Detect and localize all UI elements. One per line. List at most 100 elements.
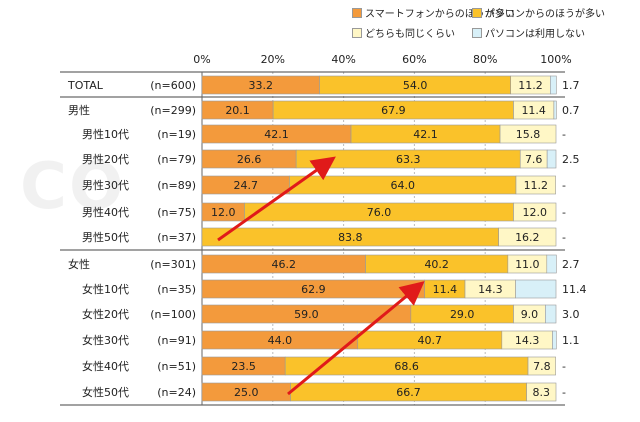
row-sample-size: (n=91) [157,334,196,347]
data-label: - [562,231,566,244]
data-label: 12.0 [523,206,548,219]
bar-segment [526,382,557,402]
legend-label-no-pc: パソコンは利用しない [485,29,585,40]
row-sample-size: (n=75) [157,206,196,219]
data-label: 59.0 [294,308,319,321]
x-tick-label: 20% [261,53,285,66]
data-label: - [562,128,566,141]
trend-arrow-male [217,156,336,242]
data-label: 76.0 [367,206,392,219]
data-label: 26.6 [237,153,262,166]
bar-segment [498,227,557,247]
data-label: 33.2 [249,79,274,92]
data-label: 14.3 [515,334,540,347]
legend-item-pc: パソコンからのほうが多い [472,5,605,20]
data-label: 11.4 [433,283,458,296]
data-label: 68.6 [394,360,419,373]
row-sample-size: (n=89) [157,179,196,192]
row-label: 男性50代 [82,230,129,244]
x-tick-label: 60% [402,53,426,66]
row-label: 女性10代 [82,282,129,296]
data-label: 14.3 [478,283,503,296]
row-sample-size: (n=299) [150,104,196,117]
data-label: 29.0 [450,308,475,321]
bar-segment [550,75,557,95]
data-label: 7.6 [525,153,543,166]
data-label: 11.4 [521,104,546,117]
data-label: 2.5 [562,153,580,166]
data-label: 7.8 [533,360,551,373]
legend-item-same: どちらも同じくらい [352,25,455,40]
legend-swatch-same [352,28,362,38]
data-label: 3.0 [562,308,580,321]
data-label: 11.2 [518,79,543,92]
data-label: 1.1 [562,334,580,347]
data-label: 20.1 [225,104,250,117]
row-label: 女性 [68,257,90,271]
bar-segment [527,356,556,376]
row-label: 女性50代 [82,385,129,399]
data-label: 12.0 [211,206,236,219]
data-label: 64.0 [390,179,415,192]
bar-segment [513,202,557,222]
row-label: 男性20代 [82,152,129,166]
row-label: 男性10代 [82,127,129,141]
data-label: 15.8 [516,128,541,141]
row-sample-size: (n=37) [157,231,196,244]
data-label: 11.4 [562,283,587,296]
row-sample-size: (n=35) [157,283,196,296]
data-label: 8.3 [533,386,551,399]
data-label: 9.0 [521,308,539,321]
row-label: 女性20代 [82,307,129,321]
watermark: CO [20,150,126,224]
legend-label-same: どちらも同じくらい [365,29,455,40]
data-label: 46.2 [272,258,297,271]
data-label: 1.7 [562,79,580,92]
data-label: 2.7 [562,258,580,271]
data-label: 62.9 [301,283,326,296]
x-tick-label: 100% [540,53,571,66]
legend-swatch-no-pc [472,28,482,38]
row-sample-size: (n=19) [157,128,196,141]
row-label: 女性40代 [82,359,129,373]
x-tick-label: 40% [331,53,355,66]
bar-segment [553,100,557,120]
data-label: 11.0 [515,258,540,271]
data-label: 16.2 [515,231,540,244]
data-label: - [562,206,566,219]
data-label: 25.0 [234,386,259,399]
data-label: 40.2 [424,258,449,271]
legend-item-smartphone: スマートフォンからのほうが多い [352,5,515,20]
row-label: 女性30代 [82,333,129,347]
bar-segment [552,330,557,350]
row-sample-size: (n=301) [150,258,196,271]
legend-label-smartphone: スマートフォンからのほうが多い [365,9,515,20]
row-sample-size: (n=600) [150,79,196,92]
data-label: 11.2 [524,179,549,192]
bar-segment [545,304,557,324]
data-label: 67.9 [381,104,406,117]
bar-segment [546,149,557,169]
data-label: - [562,179,566,192]
legend-swatch-smartphone [352,8,362,18]
data-label: 44.0 [268,334,293,347]
legend-swatch-pc [472,8,482,18]
legend-item-no-pc: パソコンは利用しない [472,25,585,40]
data-label: 0.7 [562,104,580,117]
row-sample-size: (n=24) [157,386,196,399]
data-label: 54.0 [403,79,428,92]
x-tick-label: 80% [473,53,497,66]
data-label: 23.5 [231,360,256,373]
row-label: TOTAL [67,79,104,92]
x-tick-label: 0% [193,53,210,66]
data-label: - [562,360,566,373]
bar-segment [515,175,556,195]
data-label: - [562,386,566,399]
row-sample-size: (n=100) [150,308,196,321]
data-label: 42.1 [413,128,438,141]
data-label: 24.7 [233,179,258,192]
data-label: 66.7 [396,386,421,399]
data-label: 83.8 [338,231,363,244]
bar-segment [515,279,557,299]
row-label: 男性30代 [82,178,129,192]
